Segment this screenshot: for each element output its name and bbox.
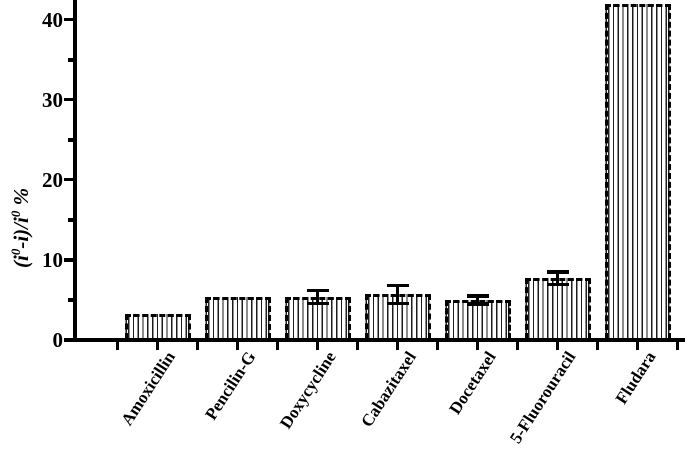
x-tick: [315, 342, 320, 350]
y-major-tick: [64, 98, 73, 102]
y-major-tick: [64, 338, 73, 342]
y-axis-title-part: -i)/i: [9, 217, 33, 249]
x-category-label: Fludara: [611, 348, 660, 408]
x-tick: [395, 342, 400, 350]
x-category-label: Pencilin-G: [201, 348, 260, 424]
bar-amoxicillin: [124, 314, 191, 339]
x-tick: [555, 342, 560, 350]
y-axis-title-sup: 0: [8, 210, 23, 218]
y-tick-label: 10: [42, 247, 63, 272]
bar-fludara: [604, 4, 671, 339]
x-axis-line: [73, 338, 685, 342]
bar-pencilin-g: [204, 296, 271, 339]
x-tick: [475, 342, 480, 350]
y-major-tick: [64, 258, 73, 262]
y-minor-tick: [67, 58, 73, 62]
error-bar: [556, 271, 559, 285]
y-minor-tick: [67, 298, 73, 302]
x-tick: [635, 342, 640, 350]
x-tick: [355, 342, 360, 350]
error-bar: [396, 285, 399, 304]
y-axis-line: [73, 0, 77, 342]
error-bar-cap: [546, 283, 569, 287]
error-bar: [316, 290, 319, 304]
error-bar-cap: [466, 294, 489, 298]
y-major-tick: [64, 178, 73, 182]
error-bar-cap: [386, 301, 409, 305]
y-major-tick: [64, 17, 73, 22]
y-minor-tick: [67, 218, 73, 222]
bar-5-fluorouracil: [524, 278, 591, 339]
x-tick: [195, 342, 200, 350]
y-minor-tick: [67, 138, 73, 142]
y-tick-label: 40: [42, 7, 63, 32]
y-tick-label: 0: [52, 328, 64, 352]
error-bar-cap: [306, 301, 329, 305]
x-category-label: Cabazitaxel: [356, 348, 420, 431]
error-bar-cap: [306, 288, 329, 292]
x-category-label: 5-Fluorouracil: [506, 348, 580, 447]
x-tick: [675, 342, 680, 350]
error-bar-cap: [466, 302, 489, 306]
x-category-label: Amoxicillin: [117, 348, 180, 429]
bar-docetaxel: [444, 299, 511, 339]
x-tick: [435, 342, 440, 350]
x-tick: [275, 342, 280, 350]
x-category-label: Doxycycline: [275, 348, 340, 433]
x-tick: [115, 342, 120, 350]
error-bar-cap: [546, 270, 569, 274]
x-tick: [595, 342, 600, 350]
y-tick-label: 30: [42, 87, 63, 112]
y-tick-label: 20: [42, 167, 63, 192]
x-tick: [155, 342, 160, 350]
x-tick: [515, 342, 520, 350]
x-category-label: Docetaxel: [444, 348, 500, 418]
error-bar: [476, 295, 479, 304]
x-tick: [235, 342, 240, 350]
error-bar-cap: [386, 283, 409, 288]
